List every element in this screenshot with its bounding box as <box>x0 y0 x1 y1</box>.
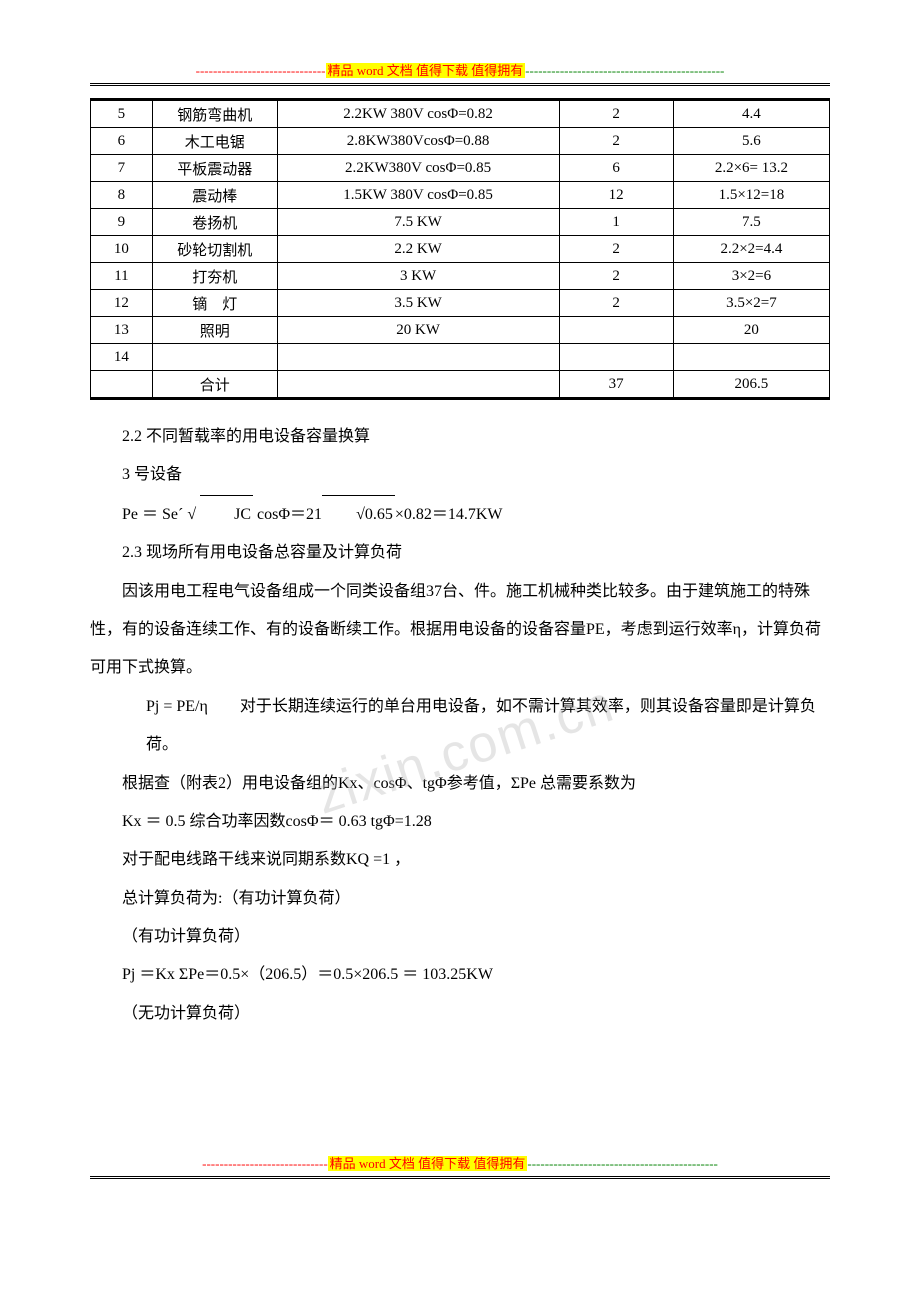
cell-sum: 3.5×2=7 <box>673 290 829 317</box>
cell-idx: 5 <box>91 100 153 128</box>
footer-rule <box>90 1176 830 1179</box>
cell-qty: 1 <box>559 209 673 236</box>
sqrt-065: √0.65 <box>322 495 395 534</box>
cell-sum: 7.5 <box>673 209 829 236</box>
cell-idx <box>91 371 153 399</box>
cell-name: 砂轮切割机 <box>152 236 277 263</box>
footer-right-dashes: ----------------------------------------… <box>527 1156 717 1171</box>
cell-sum: 5.6 <box>673 128 829 155</box>
header-banner: ------------------------------精品 word 文档… <box>90 60 830 79</box>
cell-spec: 1.5KW 380V cosΦ=0.85 <box>277 182 559 209</box>
cell-name: 卷扬机 <box>152 209 277 236</box>
cell-sum: 4.4 <box>673 100 829 128</box>
cell-qty: 2 <box>559 128 673 155</box>
cell-name: 照明 <box>152 317 277 344</box>
cell-qty <box>559 317 673 344</box>
cell-qty: 2 <box>559 290 673 317</box>
cell-name: 镝 灯 <box>152 290 277 317</box>
cell-sum: 1.5×12=18 <box>673 182 829 209</box>
cell-qty: 12 <box>559 182 673 209</box>
cell-idx: 9 <box>91 209 153 236</box>
cell-spec: 3 KW <box>277 263 559 290</box>
table-row: 14 <box>91 344 830 371</box>
formula-part-c: cosΦ＝21 <box>253 506 322 523</box>
cell-idx: 10 <box>91 236 153 263</box>
equip-3-label: 3 号设备 <box>90 456 830 494</box>
cell-spec: 2.8KW380VcosΦ=0.88 <box>277 128 559 155</box>
formula-pj-eta: Pj = PE/η 对于长期连续运行的单台用电设备，如不需计算其效率，则其设备容… <box>90 688 830 765</box>
paragraph-kq: 对于配电线路干线来说同期系数KQ =1 ， <box>90 841 830 879</box>
cell-idx: 13 <box>91 317 153 344</box>
table-row-total: 合计 37 206.5 <box>91 371 830 399</box>
cell-idx: 12 <box>91 290 153 317</box>
heading-2-3: 2.3 现场所有用电设备总容量及计算负荷 <box>90 534 830 572</box>
cell-spec: 20 KW <box>277 317 559 344</box>
paragraph-desc: 因该用电工程电气设备组成一个同类设备组37台、件。施工机械种类比较多。由于建筑施… <box>90 573 830 688</box>
cell-qty: 37 <box>559 371 673 399</box>
table-row: 10 砂轮切割机 2.2 KW 2 2.2×2=4.4 <box>91 236 830 263</box>
footer-banner-text: 精品 word 文档 值得下载 值得拥有 <box>328 1156 528 1171</box>
paragraph-total-load: 总计算负荷为:（有功计算负荷） <box>90 880 830 918</box>
paragraph-lookup: 根据查（附表2）用电设备组的Kx、cosΦ、tgΦ参考值，ΣPe 总需要系数为 <box>90 765 830 803</box>
footer-banner: -----------------------------精品 word 文档 … <box>90 1153 830 1172</box>
footer-left-dashes: ----------------------------- <box>202 1156 328 1171</box>
formula-pj: Pj ＝Kx ΣPe＝0.5×（206.5）＝0.5×206.5 ＝ 103.2… <box>90 956 830 994</box>
cell-name: 钢筋弯曲机 <box>152 100 277 128</box>
table-row: 9 卷扬机 7.5 KW 1 7.5 <box>91 209 830 236</box>
cell-idx: 7 <box>91 155 153 182</box>
cell-sum: 2.2×2=4.4 <box>673 236 829 263</box>
cell-name: 合计 <box>152 371 277 399</box>
cell-name: 平板震动器 <box>152 155 277 182</box>
cell-idx: 14 <box>91 344 153 371</box>
cell-sum: 3×2=6 <box>673 263 829 290</box>
sqrt-jc: JC <box>200 495 253 534</box>
cell-spec: 3.5 KW <box>277 290 559 317</box>
cell-spec <box>277 344 559 371</box>
cell-spec: 7.5 KW <box>277 209 559 236</box>
cell-spec: 2.2 KW <box>277 236 559 263</box>
formula-pe: Pe ＝ Se´ √ JC cosΦ＝21√0.65×0.82＝14.7KW <box>90 495 830 534</box>
cell-idx: 6 <box>91 128 153 155</box>
cell-name: 震动棒 <box>152 182 277 209</box>
paragraph-active-load-label: （有功计算负荷） <box>90 918 830 956</box>
cell-qty <box>559 344 673 371</box>
banner-text: 精品 word 文档 值得下载 值得拥有 <box>326 63 526 78</box>
cell-name <box>152 344 277 371</box>
cell-qty: 2 <box>559 236 673 263</box>
paragraph-reactive-load-label: （无功计算负荷） <box>90 995 830 1033</box>
cell-name: 打夯机 <box>152 263 277 290</box>
table-row: 13 照明 20 KW 20 <box>91 317 830 344</box>
banner-left-dashes: ------------------------------ <box>196 63 326 78</box>
cell-qty: 2 <box>559 263 673 290</box>
table-row: 12 镝 灯 3.5 KW 2 3.5×2=7 <box>91 290 830 317</box>
cell-spec: 2.2KW 380V cosΦ=0.82 <box>277 100 559 128</box>
table-row: 8 震动棒 1.5KW 380V cosΦ=0.85 12 1.5×12=18 <box>91 182 830 209</box>
cell-qty: 2 <box>559 100 673 128</box>
cell-sum: 2.2×6= 13.2 <box>673 155 829 182</box>
table-row: 11 打夯机 3 KW 2 3×2=6 <box>91 263 830 290</box>
table-row: 5 钢筋弯曲机 2.2KW 380V cosΦ=0.82 2 4.4 <box>91 100 830 128</box>
table-row: 7 平板震动器 2.2KW380V cosΦ=0.85 6 2.2×6= 13.… <box>91 155 830 182</box>
paragraph-kx: Kx ＝ 0.5 综合功率因数cosΦ＝ 0.63 tgΦ=1.28 <box>90 803 830 841</box>
heading-2-2: 2.2 不同暂载率的用电设备容量换算 <box>90 418 830 456</box>
cell-qty: 6 <box>559 155 673 182</box>
formula-part-a: Pe ＝ Se´ √ <box>122 506 200 523</box>
banner-right-dashes: ----------------------------------------… <box>525 63 724 78</box>
equipment-table: 5 钢筋弯曲机 2.2KW 380V cosΦ=0.82 2 4.4 6 木工电… <box>90 98 830 400</box>
cell-idx: 8 <box>91 182 153 209</box>
cell-sum: 20 <box>673 317 829 344</box>
formula-part-e: ×0.82＝14.7KW <box>395 506 503 523</box>
cell-sum <box>673 344 829 371</box>
cell-spec: 2.2KW380V cosΦ=0.85 <box>277 155 559 182</box>
header-rule <box>90 83 830 86</box>
cell-name: 木工电锯 <box>152 128 277 155</box>
cell-idx: 11 <box>91 263 153 290</box>
cell-spec <box>277 371 559 399</box>
table-row: 6 木工电锯 2.8KW380VcosΦ=0.88 2 5.6 <box>91 128 830 155</box>
cell-sum: 206.5 <box>673 371 829 399</box>
